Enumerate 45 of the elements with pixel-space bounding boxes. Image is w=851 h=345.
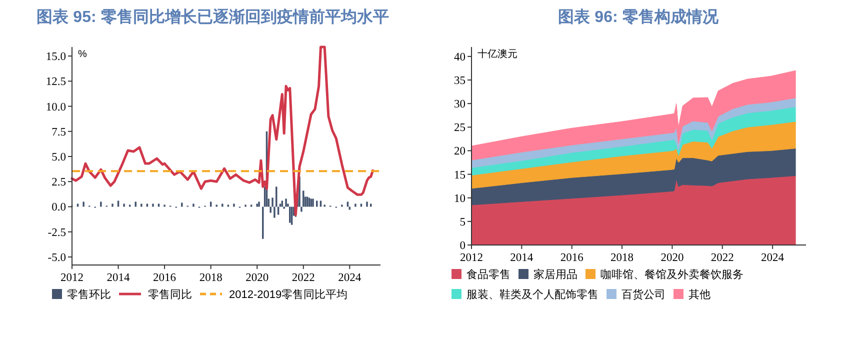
- y-tick-label: 7.5: [52, 126, 66, 138]
- y-tick-label: 20: [454, 146, 466, 158]
- chart-title: 图表 96: 零售构成情况: [558, 8, 720, 26]
- y-tick-label: 0: [460, 240, 466, 252]
- x-tick-label: 2018: [199, 272, 223, 284]
- x-tick-label: 2012: [60, 272, 84, 284]
- chart-title: 图表 95: 零售同比增长已逐渐回到疫情前平均水平: [36, 8, 389, 26]
- legend-label: 其他: [688, 288, 710, 301]
- y-tick-label: 12.5: [46, 76, 66, 88]
- y-tick-label: 30: [454, 98, 466, 111]
- y-tick-label: 0.0: [52, 202, 66, 214]
- y-axis-title: 十亿澳元: [478, 48, 518, 60]
- y-tick-label: 15.0: [46, 51, 66, 64]
- x-tick-label: 2016: [153, 272, 176, 284]
- y-tick-label: -5.0: [48, 252, 66, 264]
- y-tick-label: 5.0: [52, 152, 66, 164]
- x-tick-label: 2018: [610, 252, 634, 264]
- x-tick-label: 2016: [560, 252, 584, 264]
- legend-label: 2012-2019零售同比平均: [229, 288, 348, 301]
- legend-label: 零售同比: [148, 288, 192, 301]
- x-tick-label: 2022: [710, 252, 734, 264]
- x-tick-label: 2014: [510, 252, 534, 264]
- x-tick-label: 2014: [106, 272, 130, 284]
- legend-label: 百货公司: [622, 289, 666, 301]
- y-tick-label: 35: [454, 75, 466, 87]
- y-tick-label: 25: [454, 122, 466, 134]
- legend-label: 零售环比: [67, 288, 111, 301]
- y-tick-label: 5: [460, 216, 466, 228]
- x-tick-label: 2024: [761, 252, 784, 264]
- x-tick-label: 2020: [246, 272, 269, 284]
- y-tick-label: 40: [454, 51, 466, 64]
- x-tick-label: 2012: [460, 252, 484, 264]
- x-tick-label: 2022: [292, 272, 316, 284]
- legend-label: 咖啡馆、餐馆及外卖餐饮服务: [600, 268, 744, 281]
- y-tick-label: 10.0: [46, 101, 66, 114]
- y-axis-title: %: [78, 49, 87, 60]
- legend-label: 家居用品: [534, 268, 578, 281]
- x-tick-label: 2020: [660, 252, 684, 264]
- legend-label: 服装、鞋类及个人配饰零售: [466, 288, 598, 301]
- y-tick-label: 10: [454, 192, 466, 205]
- y-tick-label: -2.5: [48, 226, 66, 239]
- x-tick-label: 2024: [338, 272, 362, 284]
- legend-label: 食品零售: [466, 269, 510, 281]
- y-tick-label: 15: [454, 169, 466, 182]
- y-tick-label: 2.5: [52, 176, 66, 189]
